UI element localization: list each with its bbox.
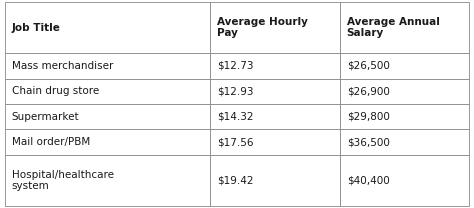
Text: $36,500: $36,500 bbox=[346, 137, 390, 147]
Bar bbox=[339, 2, 469, 53]
Bar bbox=[339, 53, 469, 78]
Bar bbox=[210, 78, 339, 104]
Bar bbox=[339, 129, 469, 155]
Bar bbox=[210, 104, 339, 129]
Text: $17.56: $17.56 bbox=[217, 137, 254, 147]
Bar bbox=[210, 2, 339, 53]
Text: Average Hourly
Pay: Average Hourly Pay bbox=[217, 17, 308, 38]
Bar bbox=[210, 53, 339, 78]
Text: $26,500: $26,500 bbox=[346, 61, 390, 71]
Text: $40,400: $40,400 bbox=[346, 175, 390, 186]
Bar bbox=[339, 78, 469, 104]
Bar bbox=[5, 78, 210, 104]
Bar bbox=[210, 129, 339, 155]
Text: $26,900: $26,900 bbox=[346, 86, 390, 96]
Bar bbox=[210, 155, 339, 206]
Text: $19.42: $19.42 bbox=[217, 175, 254, 186]
Bar bbox=[5, 53, 210, 78]
Text: $14.32: $14.32 bbox=[217, 112, 254, 122]
Text: Supermarket: Supermarket bbox=[12, 112, 80, 122]
Text: $12.93: $12.93 bbox=[217, 86, 254, 96]
Text: Mail order/PBM: Mail order/PBM bbox=[12, 137, 90, 147]
Bar bbox=[339, 155, 469, 206]
Bar bbox=[5, 155, 210, 206]
Bar bbox=[5, 104, 210, 129]
Text: $12.73: $12.73 bbox=[217, 61, 254, 71]
Text: Chain drug store: Chain drug store bbox=[12, 86, 99, 96]
Text: Job Title: Job Title bbox=[12, 22, 61, 33]
Bar bbox=[339, 104, 469, 129]
Bar bbox=[5, 129, 210, 155]
Text: $29,800: $29,800 bbox=[346, 112, 390, 122]
Text: Average Annual
Salary: Average Annual Salary bbox=[346, 17, 439, 38]
Bar bbox=[5, 2, 210, 53]
Text: Hospital/healthcare
system: Hospital/healthcare system bbox=[12, 170, 114, 191]
Text: Mass merchandiser: Mass merchandiser bbox=[12, 61, 113, 71]
